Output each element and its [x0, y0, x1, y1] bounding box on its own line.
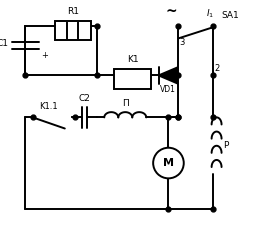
Text: K1: K1	[127, 55, 139, 64]
Text: 3: 3	[180, 38, 185, 47]
Text: M: M	[163, 158, 174, 168]
Circle shape	[153, 148, 184, 178]
Text: P: P	[223, 141, 228, 150]
Text: C2: C2	[79, 94, 91, 103]
Bar	[55, 21, 91, 40]
Text: ~: ~	[165, 5, 177, 19]
Text: SA1: SA1	[222, 11, 239, 20]
Text: 2: 2	[214, 63, 219, 72]
Text: VD1: VD1	[160, 85, 176, 94]
Bar	[114, 69, 151, 89]
Text: П: П	[122, 99, 129, 108]
Text: C1: C1	[0, 39, 8, 48]
Text: $I_1$: $I_1$	[206, 7, 214, 20]
Text: R1: R1	[67, 7, 79, 16]
Polygon shape	[159, 67, 177, 83]
Text: K1.1: K1.1	[39, 102, 58, 111]
Text: +: +	[41, 51, 48, 60]
